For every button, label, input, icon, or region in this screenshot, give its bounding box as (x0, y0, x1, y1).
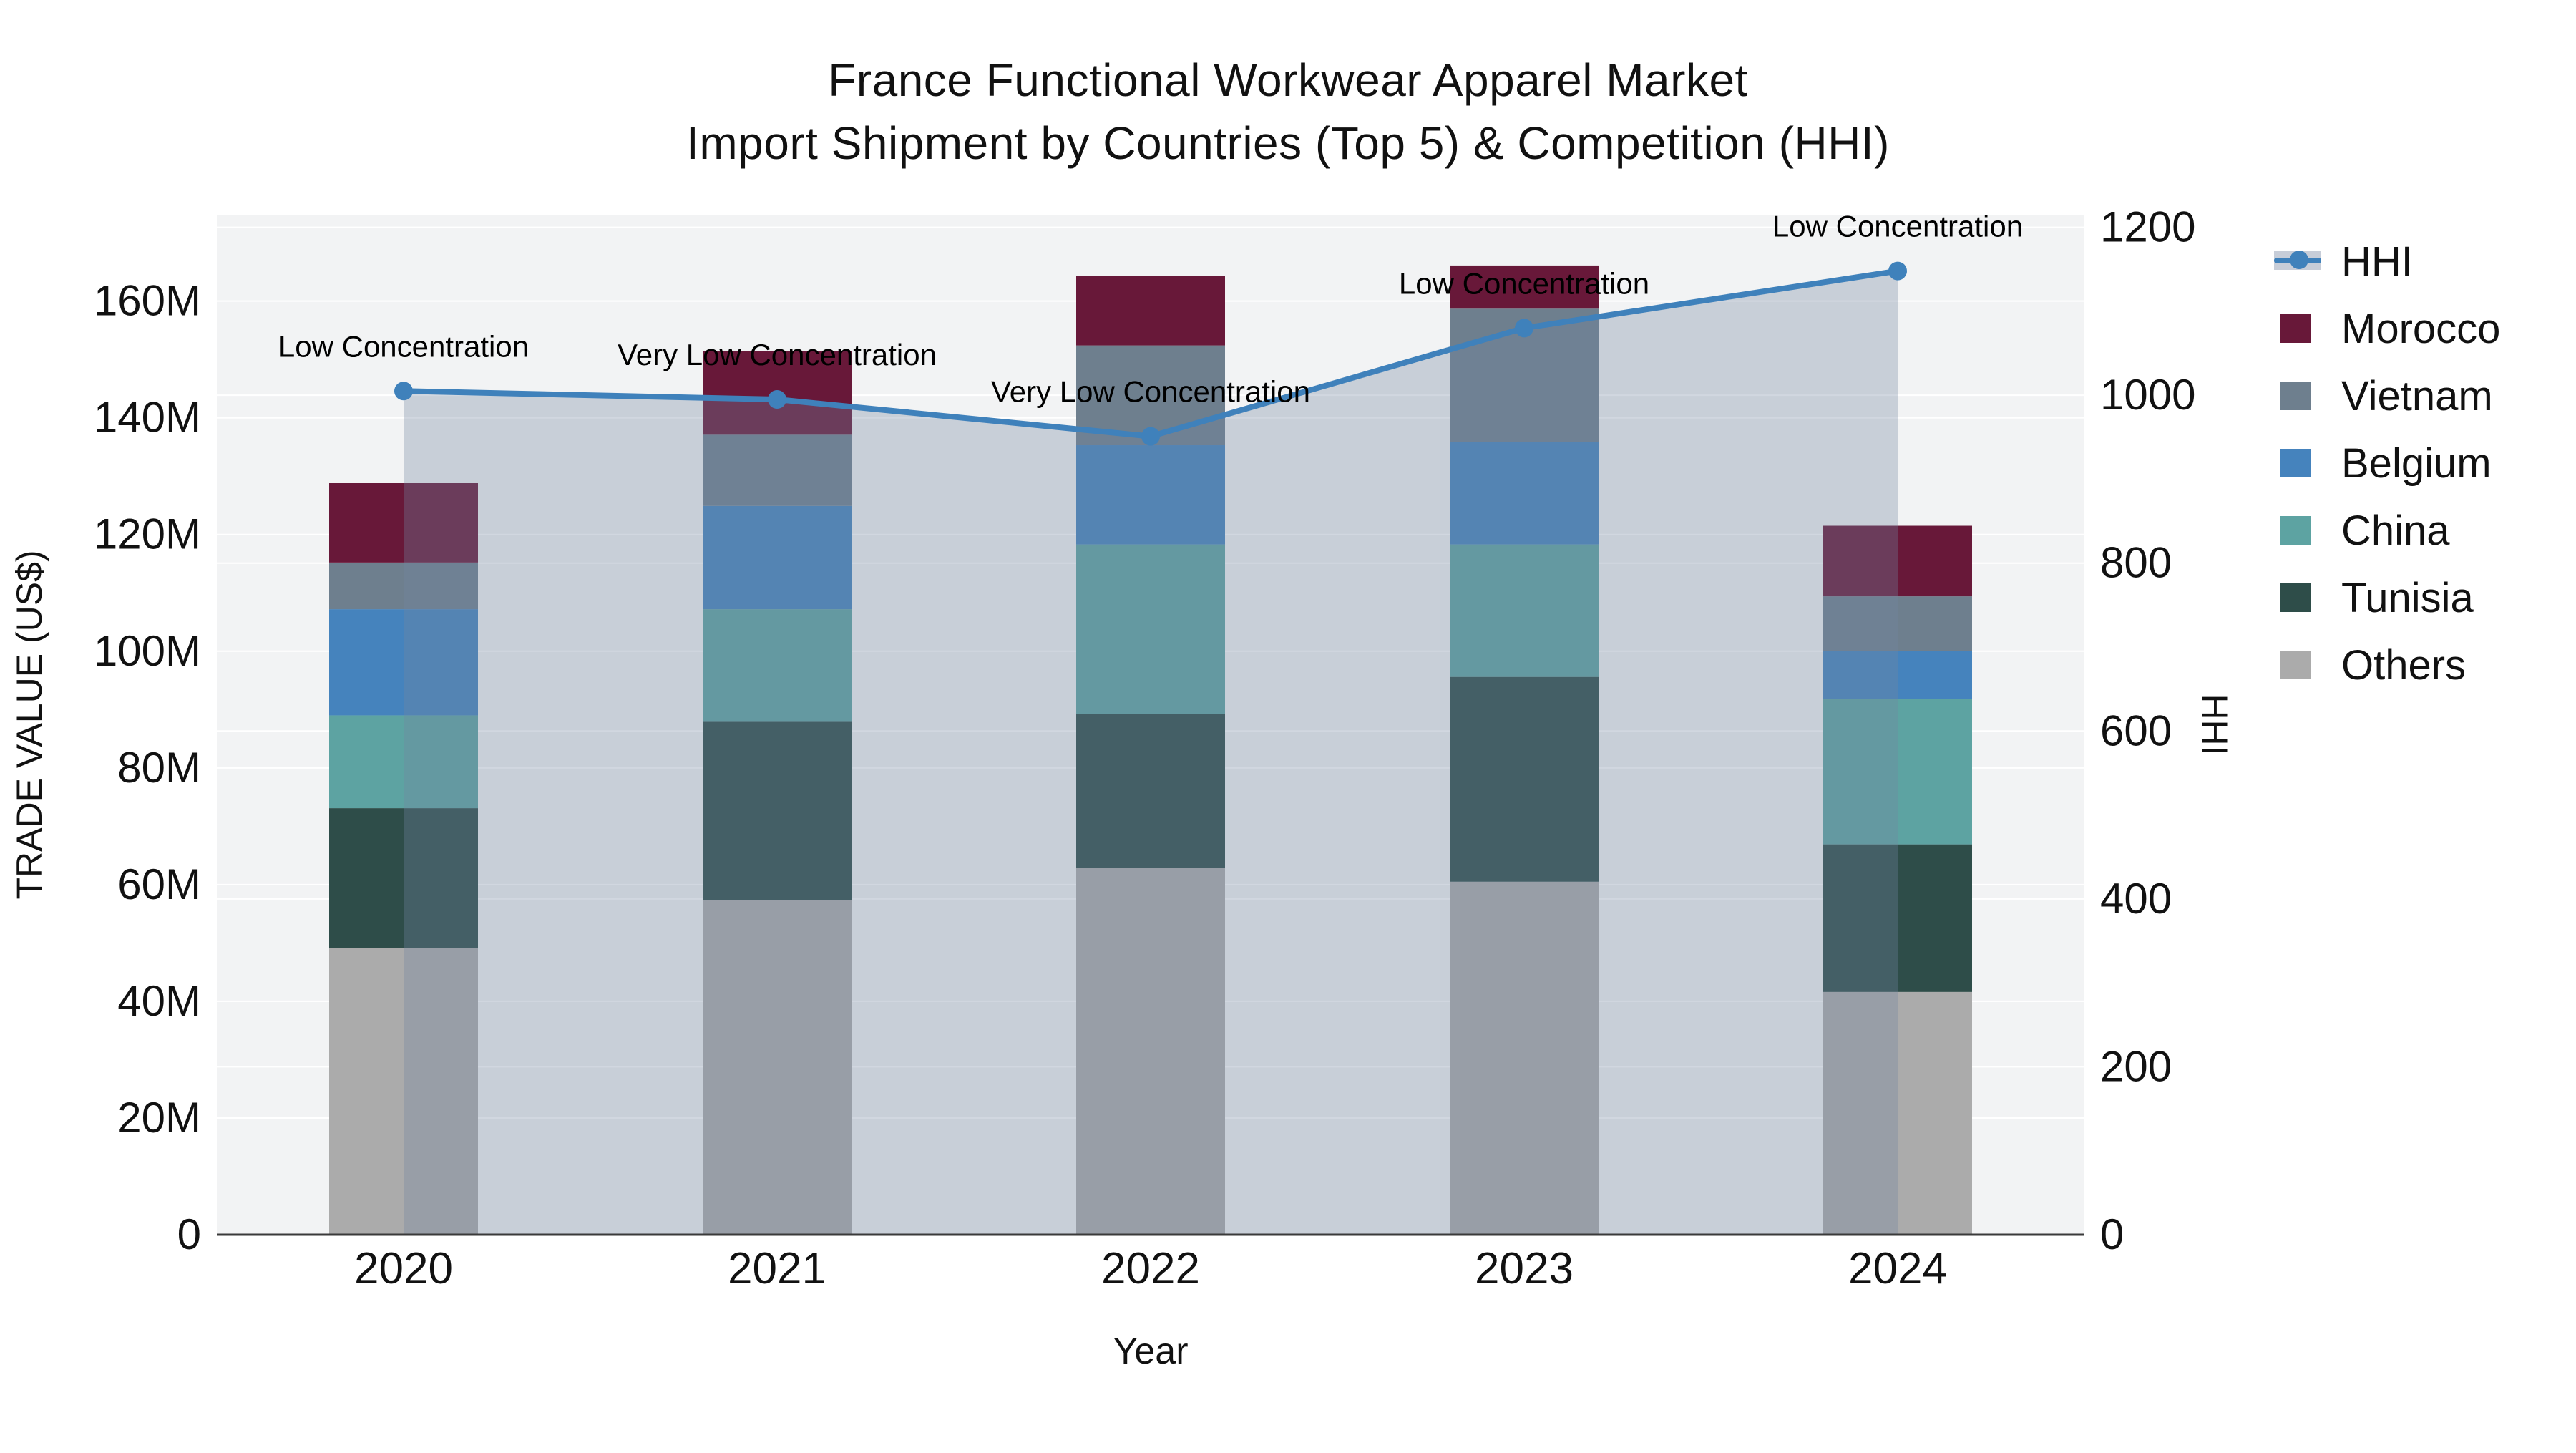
left-tick-80M: 80M (117, 744, 201, 792)
left-tick-140M: 140M (94, 394, 201, 442)
bar-segment-morocco-2023[interactable] (1450, 265, 1599, 309)
left-tick-60M: 60M (117, 860, 201, 908)
x-tick-2020[interactable]: 2020 (354, 1244, 453, 1293)
bar-segment-china-2024[interactable] (1823, 699, 1972, 845)
right-tick-400: 400 (2100, 875, 2172, 923)
legend-label: Vietnam (2341, 372, 2493, 419)
bar-segment-belgium-2021[interactable] (703, 505, 852, 610)
legend-label: Morocco (2341, 305, 2501, 352)
china-swatch-icon (2274, 515, 2321, 546)
hhi-marker-2024[interactable] (1888, 261, 1907, 281)
bar-segment-vietnam-2020[interactable] (329, 562, 478, 610)
x-tick-2021[interactable]: 2021 (728, 1244, 826, 1293)
bar-segment-china-2020[interactable] (329, 715, 478, 809)
bar-segment-morocco-2024[interactable] (1823, 525, 1972, 597)
legend: HHI Morocco Vietnam Belgium China Tunisia Othe… (2274, 228, 2575, 699)
bar-segment-vietnam-2021[interactable] (703, 434, 852, 506)
bar-segment-tunisia-2024[interactable] (1823, 844, 1972, 992)
left-tick-0: 0 (177, 1210, 201, 1258)
vietnam-swatch-icon (2274, 380, 2321, 412)
bar-segment-others-2024[interactable] (1823, 991, 1972, 1235)
hhi-line-legend-icon (2274, 246, 2321, 277)
bar-segment-belgium-2020[interactable] (329, 609, 478, 716)
hhi-marker-2020[interactable] (394, 382, 413, 401)
bar-segment-others-2021[interactable] (703, 900, 852, 1235)
annotation-2024: Low Concentration (1772, 210, 2023, 243)
bar-segment-tunisia-2023[interactable] (1450, 676, 1599, 882)
annotation-2022: Very Low Concentration (991, 375, 1310, 409)
morocco-swatch-icon (2274, 313, 2321, 344)
legend-label: Others (2341, 641, 2467, 689)
x-tick-2022[interactable]: 2022 (1101, 1244, 1200, 1293)
bar-segment-vietnam-2024[interactable] (1823, 596, 1972, 651)
right-tick-600: 600 (2100, 706, 2172, 754)
left-tick-100M: 100M (94, 627, 201, 675)
belgium-swatch-icon (2274, 447, 2321, 479)
right-tick-1000: 1000 (2100, 371, 2195, 419)
legend-label: HHI (2341, 238, 2413, 285)
legend-item-belgium[interactable]: Belgium (2274, 429, 2575, 497)
tunisia-swatch-icon (2274, 582, 2321, 613)
legend-label: China (2341, 507, 2450, 554)
left-tick-20M: 20M (117, 1094, 201, 1142)
x-tick-2024[interactable]: 2024 (1848, 1244, 1947, 1293)
hhi-area-fill (404, 271, 1898, 1235)
x-axis-title: Year (1113, 1331, 1188, 1372)
annotation-2021: Very Low Concentration (618, 338, 937, 371)
annotation-2023: Low Concentration (1399, 266, 1649, 300)
bar-segment-tunisia-2022[interactable] (1076, 714, 1225, 868)
bar-segment-tunisia-2021[interactable] (703, 721, 852, 900)
chart-title-line2: Import Shipment by Countries (Top 5) & C… (686, 117, 1890, 169)
others-swatch-icon (2274, 649, 2321, 681)
bar-segment-others-2023[interactable] (1450, 881, 1599, 1235)
right-tick-1200: 1200 (2100, 203, 2195, 251)
legend-item-tunisia[interactable]: Tunisia (2274, 564, 2575, 631)
chart-title-line1: France Functional Workwear Apparel Marke… (828, 54, 1748, 106)
bar-segment-china-2021[interactable] (703, 609, 852, 722)
left-tick-40M: 40M (117, 977, 201, 1025)
bar-segment-others-2022[interactable] (1076, 868, 1225, 1235)
right-axis-title: HHI (2195, 694, 2235, 755)
left-tick-160M: 160M (94, 277, 201, 325)
x-tick-2023[interactable]: 2023 (1475, 1244, 1574, 1293)
left-tick-120M: 120M (94, 510, 201, 558)
bar-segment-morocco-2022[interactable] (1076, 276, 1225, 346)
hhi-marker-2023[interactable] (1515, 319, 1533, 338)
hhi-marker-2021[interactable] (768, 390, 786, 409)
right-tick-800: 800 (2100, 539, 2172, 587)
legend-item-morocco[interactable]: Morocco (2274, 295, 2575, 362)
right-tick-200: 200 (2100, 1042, 2172, 1090)
bar-segment-china-2022[interactable] (1076, 544, 1225, 714)
bar-segment-others-2020[interactable] (329, 948, 478, 1235)
legend-item-hhi[interactable]: HHI (2274, 228, 2575, 295)
hhi-marker-2022[interactable] (1141, 427, 1160, 446)
bar-segment-tunisia-2020[interactable] (329, 808, 478, 948)
bar-segment-china-2023[interactable] (1450, 544, 1599, 677)
legend-item-others[interactable]: Others (2274, 631, 2575, 699)
bar-segment-belgium-2023[interactable] (1450, 442, 1599, 545)
bar-segment-belgium-2024[interactable] (1823, 651, 1972, 699)
legend-label: Tunisia (2341, 574, 2474, 621)
right-tick-0: 0 (2100, 1210, 2124, 1258)
legend-item-vietnam[interactable]: Vietnam (2274, 362, 2575, 429)
bar-segment-belgium-2022[interactable] (1076, 445, 1225, 545)
legend-item-china[interactable]: China (2274, 497, 2575, 564)
left-axis-title: TRADE VALUE (US$) (9, 550, 49, 899)
chart-title: France Functional Workwear Apparel Marke… (0, 49, 2576, 175)
annotation-2020: Low Concentration (278, 329, 529, 363)
bar-segment-morocco-2020[interactable] (329, 483, 478, 563)
legend-label: Belgium (2341, 439, 2492, 487)
